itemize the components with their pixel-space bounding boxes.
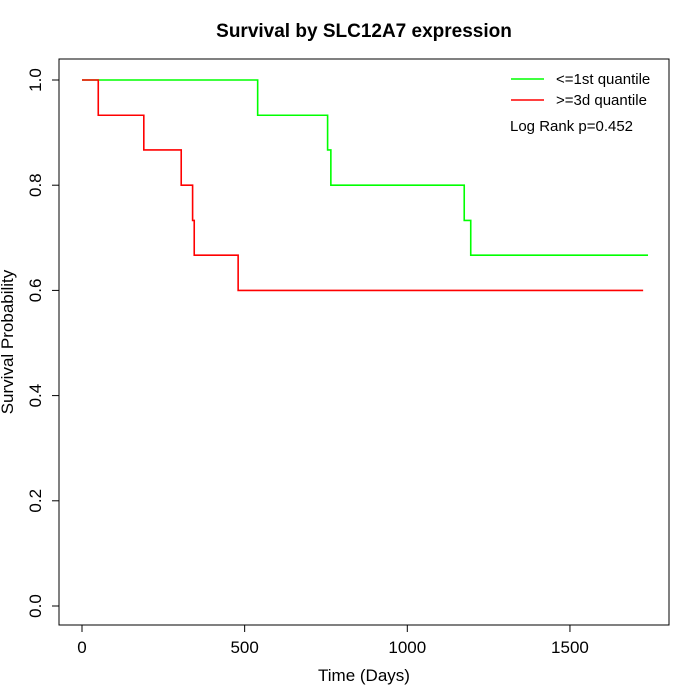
x-tick-label: 0 <box>77 638 86 657</box>
x-tick-label: 500 <box>230 638 258 657</box>
log-rank-annotation: Log Rank p=0.452 <box>510 118 633 135</box>
series-line-0 <box>82 79 649 256</box>
plot-frame <box>58 58 670 626</box>
y-axis-label: Survival Probability <box>0 269 17 414</box>
chart-title: Survival by SLC12A7 expression <box>216 21 512 42</box>
x-axis: 0 500 1000 1500 <box>77 624 589 657</box>
y-tick-label: 0.4 <box>26 384 45 408</box>
legend: <=1st quantile >=3d quantile <box>511 71 650 109</box>
legend-label-0: <=1st quantile <box>556 71 650 88</box>
y-axis: 0.0 0.2 0.4 0.6 0.8 1.0 <box>26 68 60 618</box>
series-layer <box>82 79 649 292</box>
y-tick-label: 0.8 <box>26 173 45 197</box>
legend-label-1: >=3d quantile <box>556 92 647 109</box>
y-tick-label: 0.2 <box>26 489 45 513</box>
series-line-1 <box>82 79 644 292</box>
x-axis-label: Time (Days) <box>318 666 410 685</box>
x-tick-label: 1000 <box>388 638 426 657</box>
y-tick-label: 0.0 <box>26 594 45 618</box>
y-tick-label: 0.6 <box>26 279 45 303</box>
y-tick-label: 1.0 <box>26 68 45 92</box>
x-tick-label: 1500 <box>551 638 589 657</box>
